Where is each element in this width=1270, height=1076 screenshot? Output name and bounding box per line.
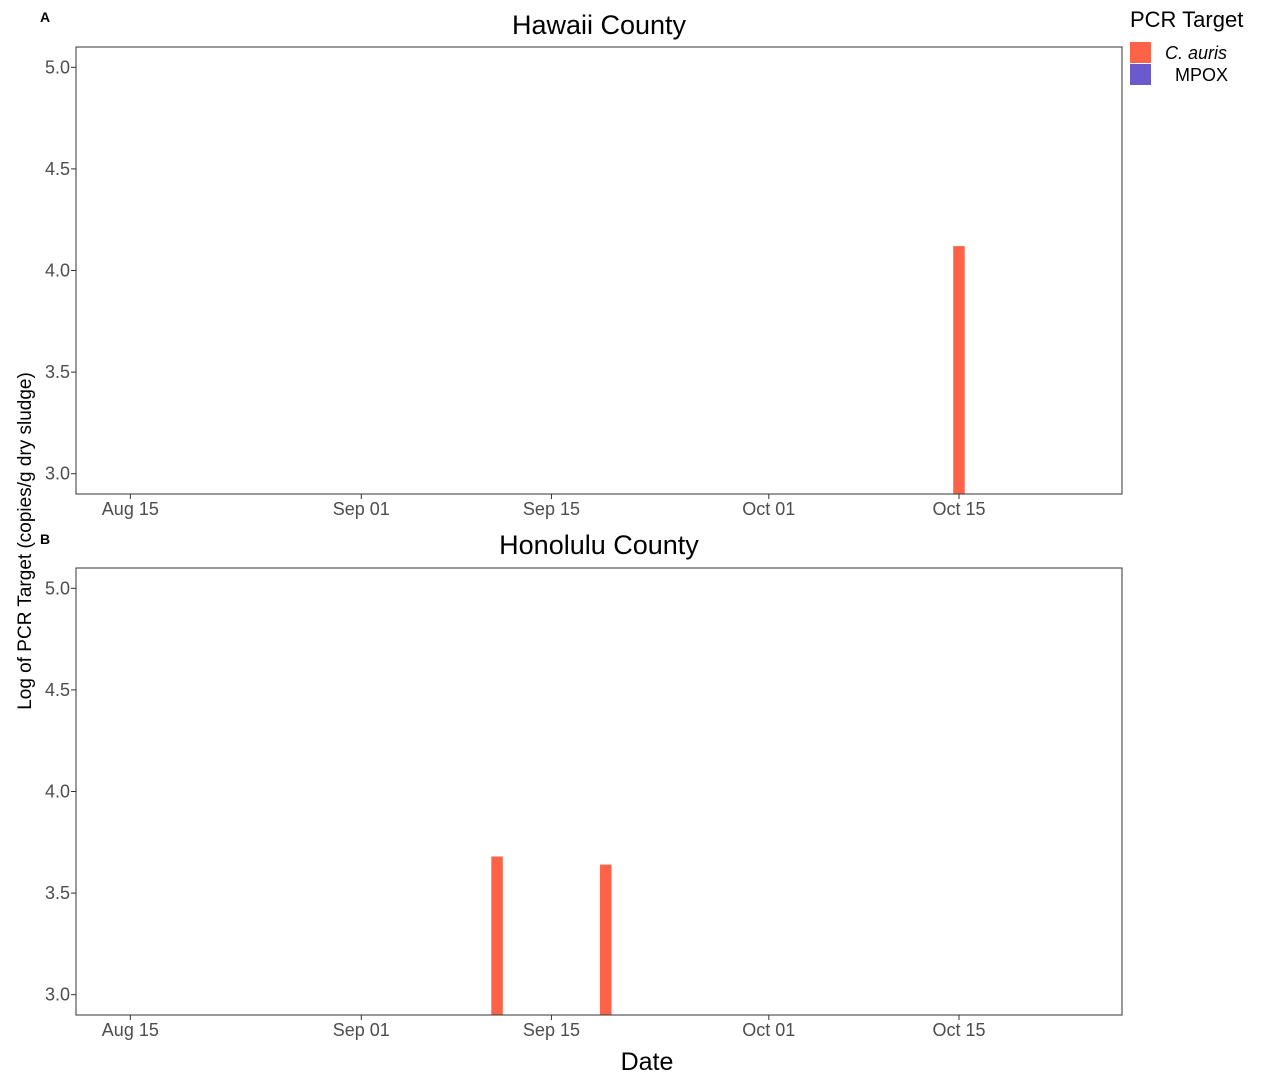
panel-tag: B bbox=[40, 531, 50, 547]
panel-a: A Hawaii County 3.0 3.5 4.0 4.5 5.0 Aug 15 Sep 0… bbox=[40, 9, 1123, 519]
x-tick-label: Sep 15 bbox=[523, 499, 580, 519]
legend-label-c-auris: C. auris bbox=[1165, 43, 1227, 63]
y-tick-label: 5.0 bbox=[45, 57, 70, 77]
legend-label-mpox: MPOX bbox=[1175, 65, 1228, 85]
plot-border bbox=[75, 46, 1123, 495]
y-tick-label: 4.5 bbox=[45, 159, 70, 179]
x-tick-label: Sep 01 bbox=[333, 499, 390, 519]
y-tick-label: 3.0 bbox=[45, 464, 70, 484]
x-tick-label: Oct 01 bbox=[742, 1020, 795, 1040]
x-axis-title: Date bbox=[621, 1048, 674, 1076]
y-tick-label: 5.0 bbox=[45, 578, 70, 598]
y-tick-label: 4.0 bbox=[45, 261, 70, 281]
y-tick-label: 3.0 bbox=[45, 985, 70, 1005]
legend: PCR Target C. auris MPOX bbox=[1130, 7, 1243, 85]
x-tick-label: Oct 15 bbox=[932, 499, 985, 519]
panel-title: Hawaii County bbox=[512, 10, 687, 40]
plot-border bbox=[75, 567, 1123, 1016]
bar-c-auris bbox=[600, 864, 612, 1015]
panel-tag: A bbox=[40, 9, 50, 25]
y-axis-title: Log of PCR Target (copies/g dry sludge) bbox=[15, 372, 36, 710]
x-tick-label: Oct 01 bbox=[742, 499, 795, 519]
panel-title: Honolulu County bbox=[499, 530, 699, 560]
legend-title: PCR Target bbox=[1130, 7, 1243, 32]
x-tick-label: Sep 15 bbox=[523, 1020, 580, 1040]
panel-b: B Honolulu County 3.0 3.5 4.0 4.5 5.0 Aug 15 Sep… bbox=[40, 530, 1123, 1040]
x-tick-label: Aug 15 bbox=[102, 1020, 159, 1040]
bar-c-auris bbox=[491, 856, 503, 1015]
x-tick-label: Sep 01 bbox=[333, 1020, 390, 1040]
y-tick-label: 3.5 bbox=[45, 362, 70, 382]
y-tick-label: 4.0 bbox=[45, 782, 70, 802]
bar-c-auris bbox=[953, 246, 965, 494]
x-tick-label: Oct 15 bbox=[932, 1020, 985, 1040]
x-tick-label: Aug 15 bbox=[102, 499, 159, 519]
legend-swatch-c-auris bbox=[1130, 42, 1151, 63]
y-tick-label: 4.5 bbox=[45, 680, 70, 700]
legend-swatch-mpox bbox=[1130, 64, 1151, 85]
y-tick-label: 3.5 bbox=[45, 883, 70, 903]
